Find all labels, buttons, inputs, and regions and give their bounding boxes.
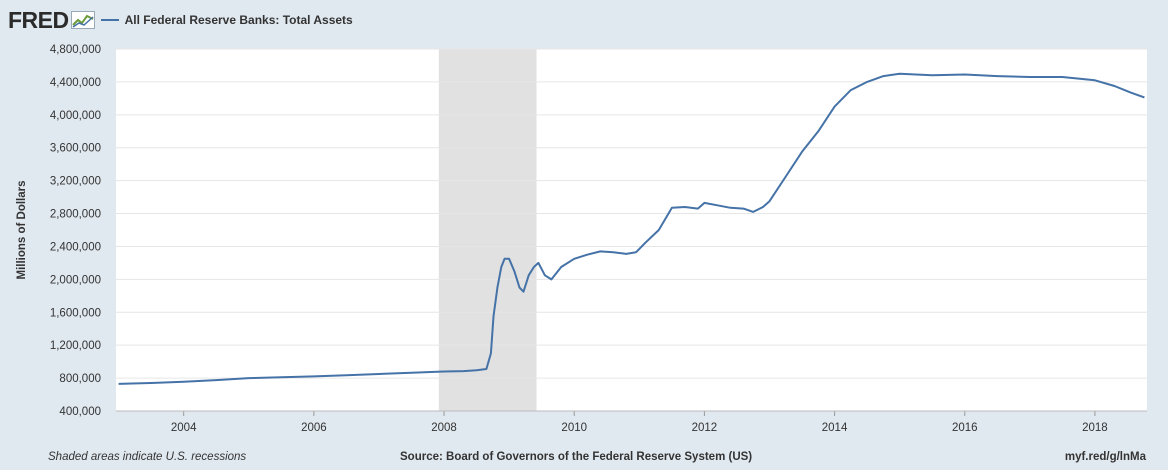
y-tick-label: 1,200,000: [50, 340, 101, 352]
y-tick-label: 800,000: [59, 373, 101, 385]
y-tick-label: 4,400,000: [50, 77, 101, 89]
legend-series-title: All Federal Reserve Banks: Total Assets: [124, 13, 353, 27]
x-tick-label: 2004: [171, 422, 197, 434]
x-tick-label: 2008: [431, 422, 457, 434]
short-link[interactable]: myf.red/g/lnMa: [1064, 451, 1146, 463]
y-tick-label: 3,200,000: [50, 176, 101, 188]
plot-area: [116, 49, 1147, 411]
chart-header: FRED All Federal Reserve Banks: Total As…: [8, 6, 353, 34]
x-tick-label: 2018: [1082, 422, 1108, 434]
recession-note: Shaded areas indicate U.S. recessions: [48, 451, 247, 463]
fred-logo[interactable]: FRED: [8, 6, 69, 33]
x-tick-label: 2014: [822, 422, 848, 434]
fred-chart-icon: [70, 11, 95, 29]
recession-band: [438, 49, 537, 411]
y-tick-label: 2,400,000: [50, 241, 101, 253]
y-tick-label: 4,800,000: [50, 44, 101, 56]
y-tick-label: 4,000,000: [50, 110, 101, 122]
y-tick-label: 1,600,000: [50, 307, 101, 319]
source-credit: Source: Board of Governors of the Federa…: [400, 451, 753, 463]
y-axis-title: Millions of Dollars: [16, 180, 28, 279]
y-tick-label: 2,800,000: [50, 209, 101, 221]
x-tick-label: 2012: [692, 422, 718, 434]
x-tick-label: 2006: [301, 422, 327, 434]
y-tick-label: 3,600,000: [50, 143, 101, 155]
legend-line-swatch: [100, 19, 119, 21]
y-tick-label: 2,000,000: [50, 274, 101, 286]
y-tick-label: 400,000: [59, 406, 101, 418]
series-line-total-assets: [118, 72, 1145, 385]
x-tick-label: 2016: [952, 422, 978, 434]
x-tick-label: 2010: [561, 422, 587, 434]
